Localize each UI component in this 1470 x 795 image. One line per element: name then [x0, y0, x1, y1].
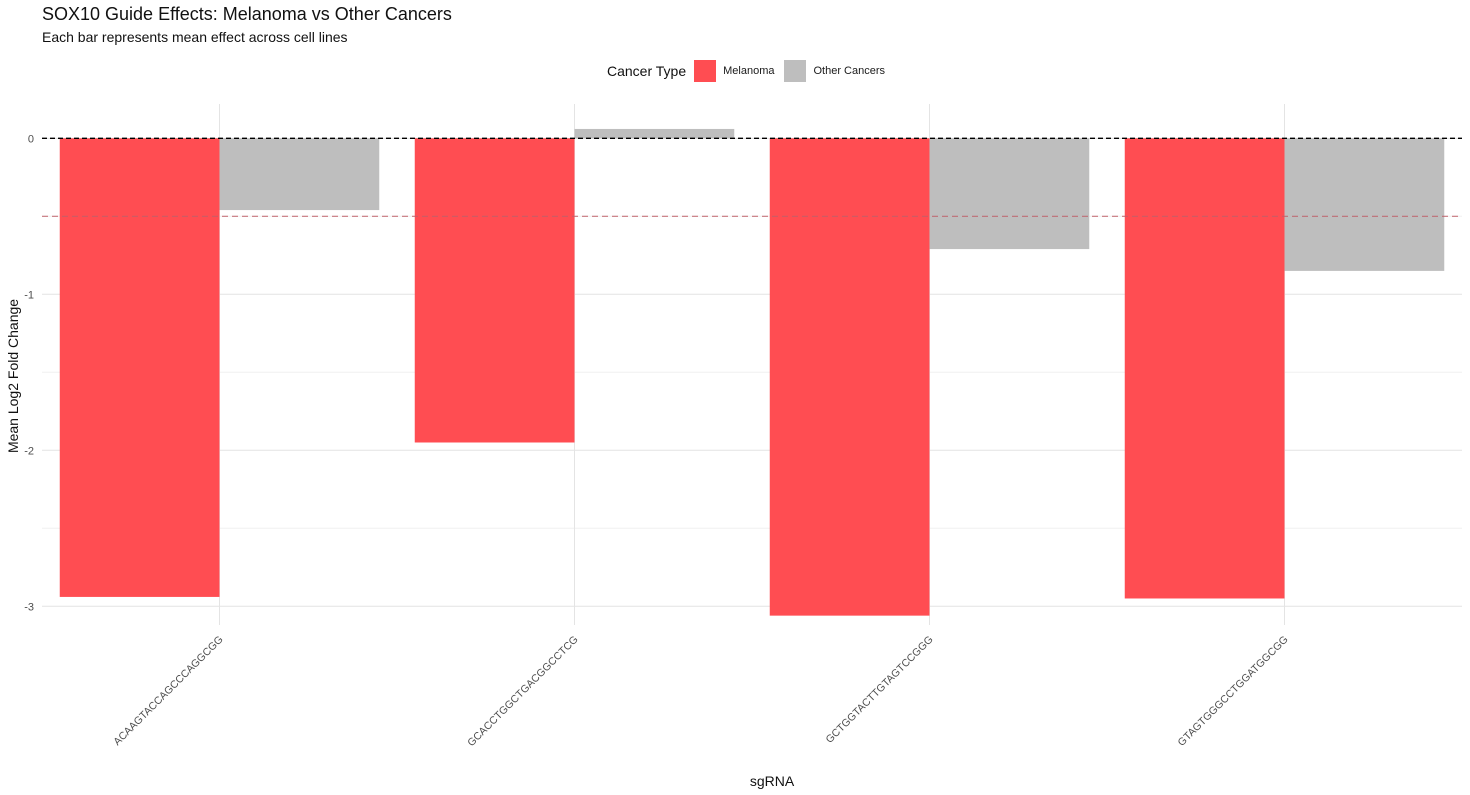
chart-title: SOX10 Guide Effects: Melanoma vs Other C… — [42, 4, 452, 24]
legend-swatch-melanoma — [694, 60, 717, 82]
legend-item-other-cancers: Other Cancers — [784, 60, 885, 82]
bar-melanoma — [769, 138, 930, 616]
legend: Cancer Type Melanoma Other Cancers — [607, 59, 895, 83]
x-tick-label: ACAAGTACCAGCCCAGGCGG — [111, 634, 225, 748]
legend-item-melanoma: Melanoma — [694, 60, 774, 82]
x-tick-label: GTAGTGGGCCTGGATGGCGG — [1176, 634, 1291, 749]
legend-label-melanoma: Melanoma — [723, 65, 775, 77]
legend-swatch-other-cancers — [784, 60, 807, 82]
x-axis-title: sgRNA — [750, 773, 795, 789]
y-tick-label: -2 — [24, 445, 34, 457]
legend-title: Cancer Type — [607, 63, 687, 79]
bar-other-cancers — [574, 128, 735, 139]
bar-melanoma — [59, 138, 220, 597]
legend-label-other-cancers: Other Cancers — [813, 65, 886, 77]
y-tick-label: -1 — [24, 289, 34, 301]
bar-melanoma — [1124, 138, 1285, 599]
chart-subtitle: Each bar represents mean effect across c… — [42, 29, 348, 45]
x-tick-label: GCACCTGGCTGACGGCCTCG — [465, 634, 580, 749]
x-tick-label: GCTGGTACTTGTAGTCCGGG — [823, 634, 935, 746]
bar-other-cancers — [929, 138, 1090, 250]
bar-other-cancers — [219, 138, 380, 211]
y-tick-label: 0 — [28, 133, 34, 145]
bar-other-cancers — [1284, 138, 1445, 271]
bar-melanoma — [414, 138, 575, 443]
y-tick-label: -3 — [24, 601, 34, 613]
y-axis-title: Mean Log2 Fold Change — [5, 299, 21, 453]
